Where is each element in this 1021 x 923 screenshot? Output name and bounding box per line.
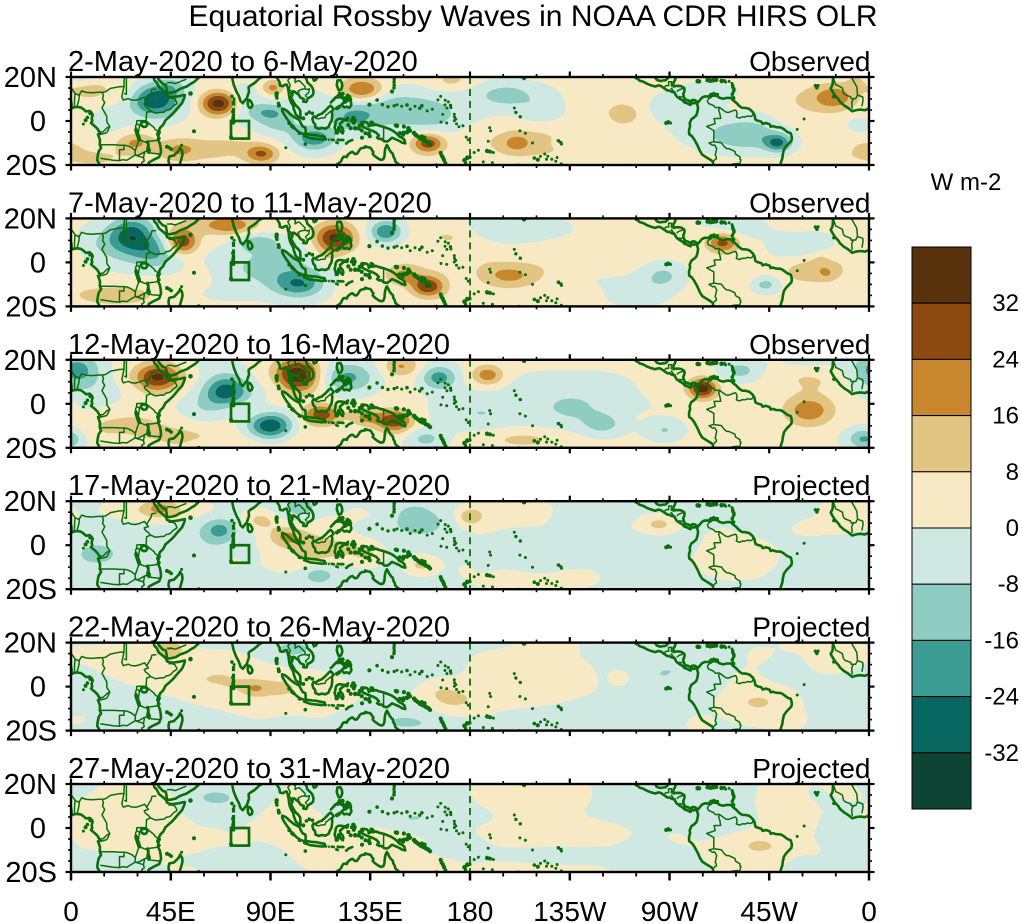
svg-text:0: 0	[63, 896, 79, 923]
svg-text:-24: -24	[984, 684, 1019, 711]
svg-text:20S: 20S	[5, 150, 57, 182]
svg-text:20N: 20N	[4, 769, 57, 801]
svg-text:Projected: Projected	[752, 470, 870, 501]
svg-text:Projected: Projected	[752, 612, 870, 643]
svg-text:24: 24	[992, 346, 1019, 373]
svg-text:12-May-2020 to 16-May-2020: 12-May-2020 to 16-May-2020	[68, 329, 450, 361]
svg-text:32: 32	[992, 290, 1019, 317]
svg-text:20N: 20N	[4, 62, 57, 94]
svg-text:20S: 20S	[5, 433, 57, 465]
svg-text:0: 0	[30, 389, 46, 421]
svg-text:20N: 20N	[4, 345, 57, 377]
svg-text:90E: 90E	[246, 896, 296, 923]
svg-text:180: 180	[447, 896, 494, 923]
svg-text:20N: 20N	[4, 203, 57, 235]
svg-text:0: 0	[30, 813, 46, 845]
svg-text:22-May-2020 to 26-May-2020: 22-May-2020 to 26-May-2020	[68, 612, 450, 644]
svg-text:135E: 135E	[337, 896, 402, 923]
svg-text:8: 8	[1006, 459, 1019, 486]
svg-text:0: 0	[861, 896, 877, 923]
svg-text:0: 0	[30, 672, 46, 704]
svg-text:16: 16	[992, 403, 1019, 430]
svg-text:90W: 90W	[641, 896, 699, 923]
svg-text:2-May-2020 to 6-May-2020: 2-May-2020 to 6-May-2020	[68, 46, 418, 78]
svg-text:20S: 20S	[5, 291, 57, 323]
svg-text:135W: 135W	[533, 896, 607, 923]
svg-text:45W: 45W	[740, 896, 798, 923]
svg-text:Observed: Observed	[749, 46, 870, 77]
svg-text:Equatorial Rossby Waves in NOA: Equatorial Rossby Waves in NOAA CDR HIRS…	[188, 0, 877, 33]
svg-text:Observed: Observed	[749, 187, 870, 218]
svg-text:0: 0	[30, 106, 46, 138]
svg-text:-32: -32	[984, 740, 1019, 767]
svg-text:-8: -8	[998, 571, 1019, 598]
svg-text:27-May-2020 to 31-May-2020: 27-May-2020 to 31-May-2020	[68, 753, 450, 785]
svg-text:45E: 45E	[146, 896, 196, 923]
svg-text:0: 0	[1006, 515, 1019, 542]
svg-text:W m-2: W m-2	[931, 169, 1002, 196]
svg-text:20N: 20N	[4, 486, 57, 518]
svg-text:Observed: Observed	[749, 329, 870, 360]
svg-text:-16: -16	[984, 627, 1019, 654]
svg-text:20S: 20S	[5, 857, 57, 889]
svg-text:0: 0	[30, 530, 46, 562]
svg-text:Projected: Projected	[752, 753, 870, 784]
svg-text:20S: 20S	[5, 574, 57, 606]
svg-text:20N: 20N	[4, 628, 57, 660]
svg-text:20S: 20S	[5, 716, 57, 748]
svg-text:0: 0	[30, 247, 46, 279]
svg-text:17-May-2020 to 21-May-2020: 17-May-2020 to 21-May-2020	[68, 470, 450, 502]
svg-text:7-May-2020 to 11-May-2020: 7-May-2020 to 11-May-2020	[68, 187, 432, 219]
